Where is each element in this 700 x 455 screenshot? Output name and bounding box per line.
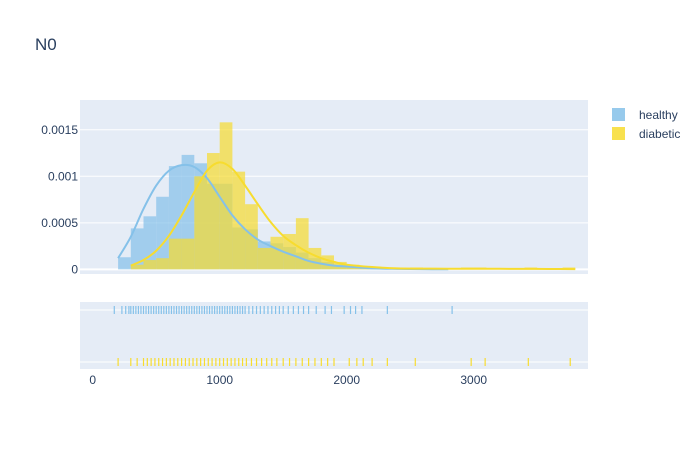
y-tick-label: 0.0005 <box>41 216 78 230</box>
histogram-bar-healthy[interactable] <box>118 257 131 270</box>
rug-plot: 0 1000 2000 3000 <box>80 302 588 387</box>
main-plot: 0 0.0005 0.001 0.0015 <box>41 100 588 276</box>
histogram-bar-healthy[interactable] <box>156 196 169 270</box>
histogram-bar-diabetic[interactable] <box>207 153 220 270</box>
histogram-bar-diabetic[interactable] <box>245 204 258 270</box>
histogram-bar-diabetic[interactable] <box>181 238 195 270</box>
legend-swatch <box>612 127 625 140</box>
y-tick-labels: 0 0.0005 0.001 0.0015 <box>41 123 78 277</box>
histogram-bar-diabetic[interactable] <box>232 171 246 270</box>
histogram-bar-diabetic[interactable] <box>168 238 182 270</box>
legend-swatch <box>612 108 625 121</box>
histogram-bar-diabetic[interactable] <box>130 264 144 270</box>
y-tick-label: 0 <box>71 262 78 276</box>
legend-item-diabetic[interactable]: diabetic <box>612 127 680 141</box>
x-tick-label: 0 <box>89 373 96 387</box>
kde-curve-diabetic[interactable] <box>130 161 576 271</box>
x-tick-label: 3000 <box>460 373 487 387</box>
rug-marks <box>113 306 571 366</box>
chart-title: N0 <box>35 35 57 54</box>
kde-curve-healthy[interactable] <box>117 163 449 271</box>
histogram-bar-diabetic[interactable] <box>270 236 284 270</box>
y-tick-label: 0.0015 <box>41 123 78 137</box>
legend-label: diabetic <box>639 127 680 141</box>
histogram-bars <box>118 122 576 270</box>
legend[interactable]: healthy diabetic <box>612 108 680 141</box>
histogram-bar-diabetic[interactable] <box>295 218 309 270</box>
histogram-bar-diabetic[interactable] <box>194 176 207 270</box>
x-tick-label: 1000 <box>206 373 233 387</box>
histogram-bar-diabetic[interactable] <box>257 247 271 270</box>
rug-plot-background <box>80 302 588 369</box>
x-tick-labels: 0 1000 2000 3000 <box>89 373 487 387</box>
legend-item-healthy[interactable]: healthy <box>612 108 678 122</box>
histogram-bar-diabetic[interactable] <box>308 247 322 270</box>
histogram-bar-diabetic[interactable] <box>219 122 233 270</box>
legend-label: healthy <box>639 108 678 122</box>
y-tick-label: 0.001 <box>48 169 78 183</box>
histogram-bar-healthy[interactable] <box>143 216 157 270</box>
histogram-bar-diabetic[interactable] <box>143 260 157 270</box>
histogram-bar-healthy[interactable] <box>130 228 144 270</box>
kde-curves <box>117 161 576 271</box>
histogram-bar-diabetic[interactable] <box>156 258 169 270</box>
x-tick-label: 2000 <box>333 373 360 387</box>
